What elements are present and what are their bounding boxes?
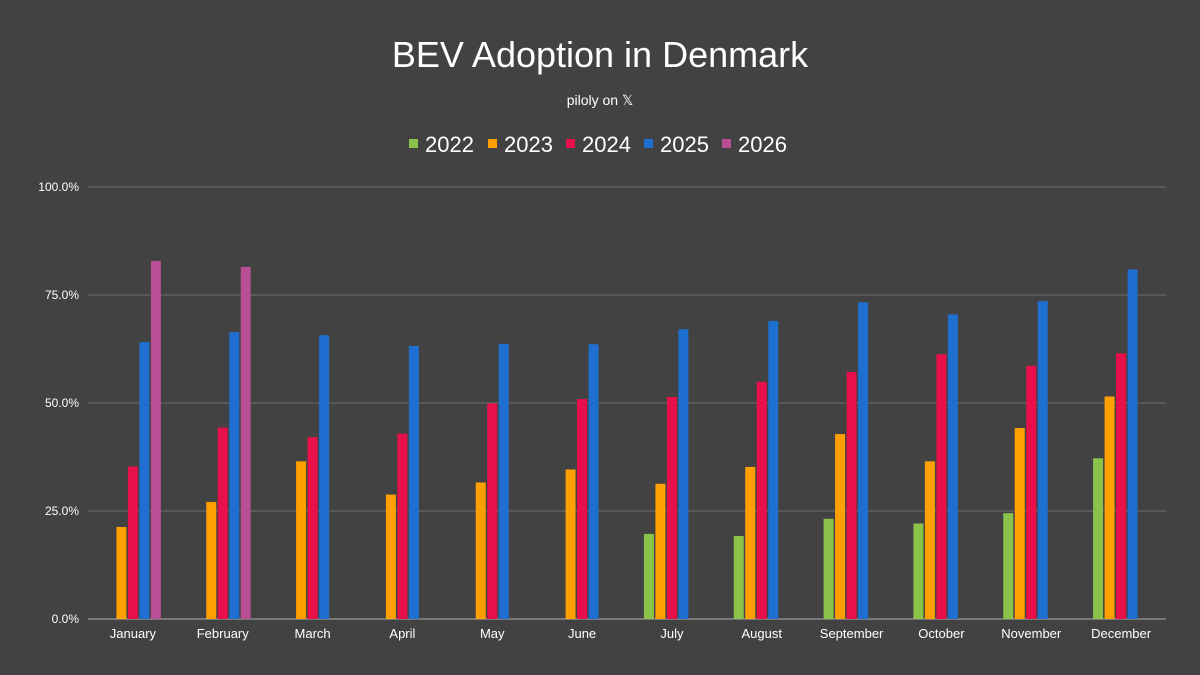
bar-november-2025 (1037, 301, 1048, 619)
bar-march-2024 (307, 437, 318, 619)
bar-november-2023 (1014, 428, 1025, 619)
legend: 2022 2023 2024 2025 2026 (409, 132, 787, 157)
bar-october-2024 (936, 354, 947, 619)
bar-april-2024 (397, 433, 408, 619)
legend-swatch-2025 (644, 139, 653, 148)
bar-march-2023 (296, 461, 307, 619)
bar-june-2024 (577, 399, 588, 619)
legend-label-2025: 2025 (660, 132, 709, 157)
bar-june-2023 (565, 469, 576, 619)
bar-january-2025 (139, 342, 150, 619)
x-tick-label-march: March (295, 626, 331, 641)
bar-march-2025 (319, 335, 330, 619)
bar-february-2024 (217, 427, 228, 619)
bar-may-2025 (498, 343, 509, 619)
bar-april-2023 (385, 494, 396, 619)
chart-subtitle: piloly on 𝕏 (567, 92, 634, 108)
bar-october-2023 (924, 461, 935, 619)
bar-february-2026 (240, 266, 251, 619)
legend-swatch-2023 (488, 139, 497, 148)
x-tick-label-september: September (820, 626, 884, 641)
bar-august-2023 (745, 466, 756, 619)
bar-january-2024 (127, 466, 138, 619)
y-tick-label: 0.0% (52, 612, 80, 626)
bar-december-2025 (1127, 269, 1138, 619)
legend-label-2022: 2022 (425, 132, 474, 157)
bar-december-2024 (1116, 353, 1127, 619)
gridlines (88, 186, 1166, 620)
legend-label-2023: 2023 (504, 132, 553, 157)
x-tick-label-july: July (660, 626, 684, 641)
bar-october-2022 (913, 523, 924, 619)
bar-january-2026 (150, 260, 161, 619)
bar-december-2023 (1104, 396, 1115, 619)
bar-july-2023 (655, 483, 666, 619)
x-tick-label-may: May (480, 626, 505, 641)
y-tick-label: 100.0% (38, 180, 79, 194)
bar-october-2025 (947, 314, 958, 619)
bar-july-2024 (666, 396, 677, 619)
x-tick-label-november: November (1001, 626, 1062, 641)
legend-label-2024: 2024 (582, 132, 631, 157)
bar-september-2022 (823, 518, 834, 619)
bar-september-2025 (858, 302, 869, 619)
bar-december-2022 (1093, 458, 1104, 619)
y-tick-label: 25.0% (45, 504, 79, 518)
bar-july-2022 (643, 533, 654, 619)
legend-swatch-2024 (566, 139, 575, 148)
bar-february-2025 (229, 332, 240, 619)
bars (116, 260, 1138, 619)
bar-november-2022 (1003, 513, 1014, 619)
bar-january-2023 (116, 526, 127, 619)
y-tick-label: 75.0% (45, 288, 79, 302)
y-axis-ticks: 0.0% 25.0% 50.0% 75.0% 100.0% (38, 180, 79, 626)
x-tick-label-december: December (1091, 626, 1152, 641)
legend-label-2026: 2026 (738, 132, 787, 157)
bar-august-2024 (756, 381, 767, 619)
bar-november-2024 (1026, 365, 1037, 619)
legend-swatch-2026 (722, 139, 731, 148)
x-tick-label-january: January (110, 626, 157, 641)
bar-july-2025 (678, 329, 689, 619)
bar-august-2022 (733, 536, 744, 619)
bar-may-2024 (487, 403, 498, 619)
legend-swatch-2022 (409, 139, 418, 148)
bar-september-2023 (835, 434, 846, 619)
x-tick-label-august: August (742, 626, 783, 641)
x-tick-label-june: June (568, 626, 596, 641)
bar-april-2025 (408, 345, 419, 619)
bar-may-2023 (475, 482, 486, 619)
x-tick-label-october: October (918, 626, 965, 641)
chart-title: BEV Adoption in Denmark (392, 34, 809, 75)
x-tick-label-february: February (197, 626, 250, 641)
y-tick-label: 50.0% (45, 396, 79, 410)
bar-september-2024 (846, 371, 857, 619)
bar-august-2025 (768, 320, 779, 619)
x-tick-label-april: April (389, 626, 415, 641)
bar-february-2023 (206, 501, 217, 619)
bar-june-2025 (588, 344, 599, 619)
x-axis-ticks: January February March April May June July Augu… (110, 626, 1152, 641)
